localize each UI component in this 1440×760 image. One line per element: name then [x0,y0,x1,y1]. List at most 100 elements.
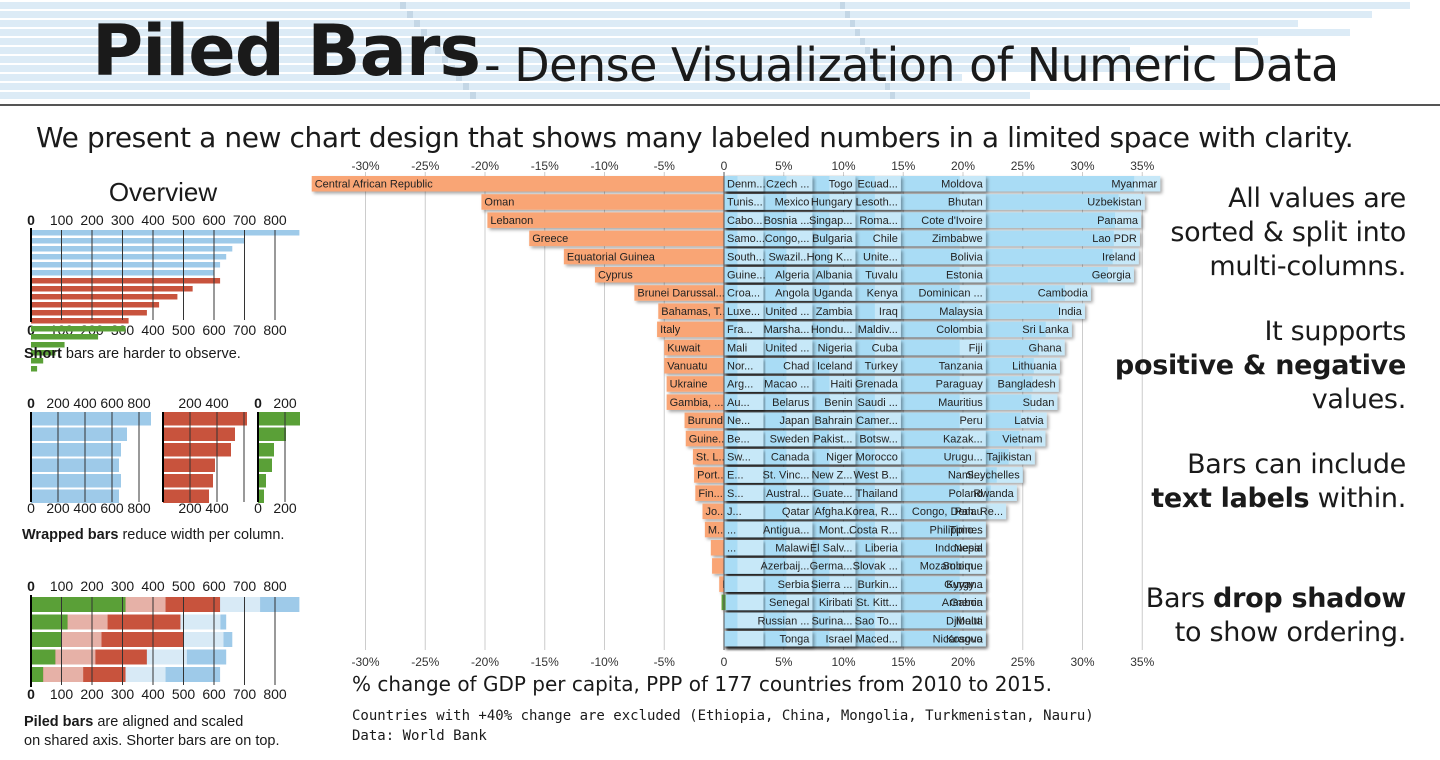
positive-bar-label: Albania [816,270,854,282]
axis-tick-label: 100 [50,578,74,594]
positive-bar-fade [1020,412,1047,429]
positive-bar-label: Malaysia [939,306,983,318]
positive-bar-label: Surina... [811,615,852,627]
positive-bar-label: Rwanda [973,488,1014,500]
positive-bar-label: Zimbabwe [932,233,983,245]
axis-tick-label: 0 [27,395,35,411]
positive-bar-label: Sudan [1023,397,1055,409]
positive-bar-label: Mali [727,342,747,354]
positive-bar-label: Lao PDR [1092,233,1137,245]
piled-bar-fade [67,614,108,630]
positive-bar-fade [829,576,856,592]
right-note-line: to show ordering. [1174,617,1407,648]
positive-bar-fade [737,430,764,447]
positive-bar [724,248,764,265]
positive-bar-label: United ... [765,306,809,318]
x-tick-label-bottom: -5% [654,655,676,669]
negative-bar [694,467,724,483]
positive-bar-fade [737,358,764,374]
positive-bar-label: Guate... [813,488,852,500]
header-pattern-tick [845,11,850,18]
header-background [0,0,1440,106]
positive-bar-fade [829,376,856,392]
axis-tick-label: 200 [273,395,297,411]
positive-bar-fade [829,449,856,465]
overview-panel: Overview 0 0 100 100 200 200 300 300 400 400 500 50… [22,177,300,749]
negative-bar [719,576,724,592]
negative-bar [712,558,724,574]
x-tick-label-top: -20% [471,159,499,173]
header-pattern-tick [850,20,855,27]
axis-tick-label: 400 [73,395,97,411]
positive-bar-label: St. Kitt... [856,597,898,609]
overview-bar [31,254,227,260]
positive-bar-label: Chad [783,361,809,373]
positive-bar-label: Austral... [766,488,809,500]
right-note-bold: drop shadow [1213,583,1406,614]
positive-bar-fade [737,503,764,520]
positive-bar-fade [786,339,813,356]
positive-bar-label: Kyrgy... [946,579,982,591]
positive-bar-fade [959,430,986,447]
positive-bar [724,230,764,247]
positive-bar-fade [786,612,813,629]
positive-bar-fade [874,230,901,247]
positive-bar-label: Lesoth... [856,197,898,209]
positive-bar-label: El Salv... [810,543,853,555]
positive-bar-fade [786,285,813,301]
positive-bar-label: Maldiv... [858,324,898,336]
positive-bar-fade [874,467,901,483]
positive-bar-fade [959,212,986,228]
piled-bar-fade [146,649,187,665]
positive-bar-fade [786,631,813,647]
header-pattern-bar [0,65,1144,72]
wrapped-bar [258,474,266,488]
positive-bar-label: Bangladesh [997,379,1055,391]
positive-bar-label: E... [727,470,744,482]
positive-bar-fade [829,394,856,410]
positive-bar-label: Luxe... [727,306,760,318]
positive-bar-fade [1064,285,1091,301]
negative-bar-label: Lebanon [490,215,533,227]
piled-bar-fade [43,667,84,682]
wrapped-bar [163,474,213,488]
positive-bar-label: Hong K... [807,251,853,263]
positive-bar-label: Latvia [1014,415,1044,427]
axis-tick-label: 400 [205,500,229,516]
positive-bar-fade [829,612,856,629]
positive-bar-fade [829,631,856,647]
positive-bar-fade [959,230,986,247]
short-bars-example: 0010010020020030030040040050050060060070… [27,212,300,372]
header-pattern-tick [875,65,880,72]
positive-bar-fade [874,594,901,611]
positive-bar-fade [737,267,764,283]
positive-bar-label: Kiribati [819,597,853,609]
positive-bar-fade [874,376,901,392]
positive-bar-fade [1107,267,1134,283]
axis-tick-label: 200 [46,395,70,411]
positive-bar-label: Cote d'Ivoire [921,215,982,227]
positive-bar-fade [737,248,764,265]
positive-bar-label: Bulgaria [812,233,853,245]
axis-tick-label: 400 [141,322,165,338]
positive-bar [724,285,764,301]
axis-tick-label: 600 [202,578,226,594]
header-pattern-tick [470,92,476,99]
header-pattern-bar [0,11,1372,18]
negative-bar-label: M... [708,524,726,536]
positive-bar-label: Sri Lanka [1022,324,1069,336]
positive-bar-fade [1031,394,1058,410]
wrapped-bar [31,458,119,472]
piled-bar-fade [125,667,166,682]
header-pattern-bar [0,74,962,81]
positive-bar-fade [959,540,986,556]
positive-bar-fade [874,339,901,356]
positive-bar-fade [737,576,764,592]
positive-bar-fade [737,521,764,538]
positive-bar-fade [737,485,764,501]
positive-bar-fade [786,594,813,611]
wrapped-bar [31,443,121,457]
header-pattern-tick [885,83,890,90]
positive-bar-label: Armenia [942,597,984,609]
header-pattern-bar [0,38,1258,45]
